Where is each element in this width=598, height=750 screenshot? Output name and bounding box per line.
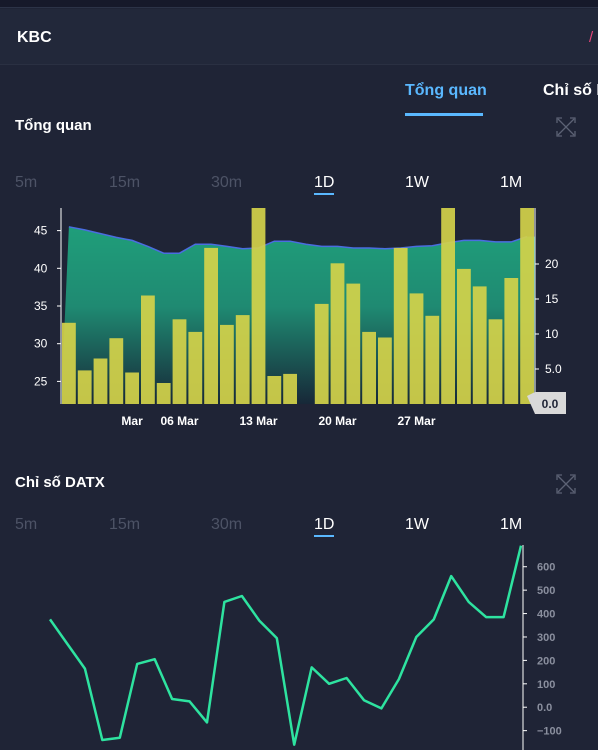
- tab-overview[interactable]: Tổng quan: [405, 82, 487, 99]
- overview-chart: 25 30 35 40 45 5.0 10 15 20 Mar 06 Mar 13 Mar 20 Mar…: [34, 208, 566, 428]
- volume-bar: [393, 247, 408, 404]
- volume-bar: [235, 315, 250, 404]
- volume-bar: [504, 278, 519, 404]
- x-tick-label: Mar: [121, 414, 143, 428]
- volume-bar: [457, 268, 471, 404]
- volume-bar: [425, 315, 440, 404]
- current-volume-label: 0.0: [542, 397, 559, 411]
- volume-bar: [362, 331, 376, 404]
- datx-tick-label: 500: [537, 585, 555, 597]
- volume-bar: [62, 322, 76, 404]
- volume-bar: [378, 337, 392, 404]
- header-separator: /: [589, 29, 594, 46]
- volume-bar: [188, 331, 203, 404]
- timeframe-1d[interactable]: 1D: [314, 516, 335, 537]
- timeframe-5m[interactable]: 5m: [15, 516, 38, 533]
- active-tab-indicator: [405, 113, 483, 116]
- expand-icon[interactable]: [556, 117, 576, 137]
- timeframe-5m[interactable]: 5m: [15, 174, 38, 191]
- ticker-header: KBC /: [0, 9, 598, 65]
- datx-tick-label: 400: [537, 609, 555, 621]
- x-tick-label: 27 Mar: [397, 414, 435, 428]
- datx-tick-label: −100: [537, 726, 562, 738]
- volume-bar: [220, 324, 234, 404]
- ticker-symbol: KBC: [17, 29, 52, 46]
- left-tick-label: 25: [34, 374, 48, 388]
- current-volume-marker: [527, 392, 566, 414]
- volume-bar: [251, 208, 266, 404]
- right-tick-label: 10: [545, 327, 559, 341]
- datx-tick-label: 100: [537, 679, 555, 691]
- timeframe-15m[interactable]: 15m: [109, 174, 141, 191]
- volume-bar: [77, 370, 92, 404]
- timeframe-1w[interactable]: 1W: [405, 516, 429, 533]
- datx-chart: −100 0.0 100 200 300 400 500 600: [48, 545, 562, 750]
- left-tick-label: 45: [34, 224, 48, 238]
- x-tick-label: 20 Mar: [318, 414, 356, 428]
- overview-title: Tổng quan: [15, 117, 92, 134]
- volume-bar: [141, 295, 155, 404]
- volume-bar: [346, 283, 361, 404]
- datx-line: [48, 545, 523, 746]
- datx-tick-label: 300: [537, 632, 555, 644]
- volume-bar: [204, 247, 218, 404]
- timeframe-30m[interactable]: 30m: [211, 516, 243, 533]
- volume-bar: [441, 208, 455, 404]
- left-tick-label: 40: [34, 261, 48, 275]
- datx-tick-label: 0.0: [537, 702, 552, 714]
- datx-title: Chỉ số DATX: [15, 474, 105, 491]
- volume-bar: [125, 372, 139, 404]
- volume-bar: [156, 383, 171, 404]
- volume-bar: [283, 373, 297, 404]
- volume-bar: [314, 303, 329, 404]
- volume-bar: [472, 286, 487, 404]
- right-tick-label: 15: [545, 292, 559, 306]
- volume-bar: [267, 376, 282, 404]
- tab-datx-index[interactable]: Chỉ số D: [543, 82, 598, 99]
- right-tick-label: 5.0: [545, 362, 562, 376]
- volume-bar: [409, 293, 424, 404]
- timeframe-1w[interactable]: 1W: [405, 174, 429, 191]
- timeframe-1m[interactable]: 1M: [500, 174, 523, 191]
- expand-icon[interactable]: [556, 474, 576, 494]
- timeframe-1m[interactable]: 1M: [500, 516, 523, 533]
- datx-tick-label: 200: [537, 655, 555, 667]
- volume-bar: [330, 263, 345, 404]
- timeframe-15m[interactable]: 15m: [109, 516, 141, 533]
- volume-bar: [488, 319, 503, 404]
- top-bar: [0, 0, 598, 8]
- right-tick-label: 20: [545, 257, 559, 271]
- volume-bar: [172, 319, 187, 404]
- x-tick-label: 13 Mar: [239, 414, 277, 428]
- timeframe-30m[interactable]: 30m: [211, 174, 243, 191]
- volume-bar: [109, 338, 124, 404]
- volume-bar: [520, 208, 534, 404]
- left-tick-label: 30: [34, 337, 48, 351]
- datx-tick-label: 600: [537, 562, 555, 574]
- volume-bar: [93, 358, 108, 404]
- timeframe-1d[interactable]: 1D: [314, 174, 335, 195]
- left-tick-label: 35: [34, 299, 48, 313]
- x-tick-label: 06 Mar: [160, 414, 198, 428]
